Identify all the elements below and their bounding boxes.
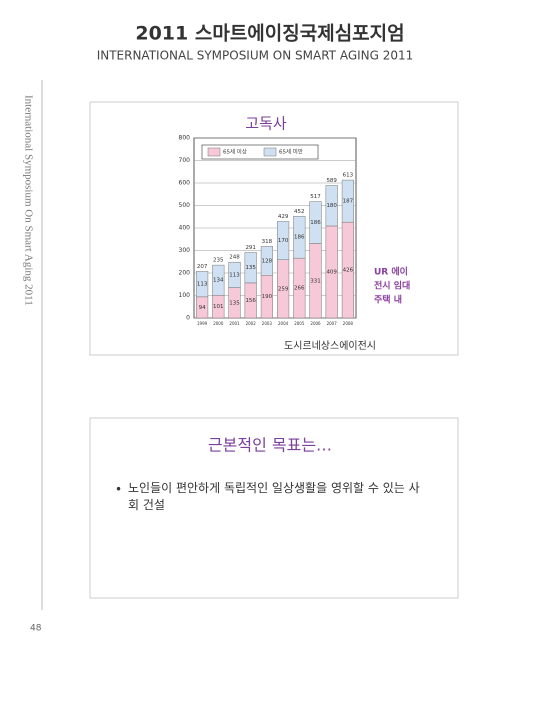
slide-frame — [89, 417, 459, 599]
data-label: 266 — [294, 286, 305, 292]
total-label: 235 — [213, 258, 224, 264]
side-note: 주택 내 — [374, 294, 402, 306]
total-label: 517 — [310, 194, 321, 200]
data-label: 134 — [213, 278, 224, 284]
x-tick-label: 2007 — [327, 321, 338, 326]
legend-swatch — [207, 147, 221, 157]
x-tick-label: 2004 — [278, 321, 289, 326]
data-label: 101 — [213, 304, 224, 310]
y-tick-label: 800 — [179, 135, 191, 142]
y-tick-label: 0 — [186, 315, 190, 322]
slide-title: 근본적인 목표는… — [208, 436, 332, 455]
side-text: International Symposium On Smart Aging 2… — [22, 95, 34, 306]
y-tick-label: 300 — [179, 247, 191, 254]
total-label: 429 — [278, 214, 289, 220]
bar-segment — [244, 252, 257, 284]
data-label: 94 — [199, 305, 206, 311]
legend-label: 65세 이상 — [223, 148, 247, 156]
y-tick-label: 100 — [179, 292, 191, 299]
y-tick-label: 700 — [179, 157, 191, 164]
y-tick-label: 600 — [179, 180, 191, 187]
bar-segment — [293, 216, 306, 259]
x-tick-label: 1999 — [197, 321, 208, 326]
page-number: 48 — [30, 624, 42, 634]
bar-segment — [309, 201, 322, 244]
total-label: 613 — [343, 173, 354, 179]
legend-box — [201, 144, 319, 160]
bullet: 노인들이 편안하게 독립적인 일상생활을 영위할 수 있는 사회 건설 — [128, 481, 420, 512]
bullet-marker: • — [115, 483, 122, 497]
header-title: 2011 스마트에이징국제심포지엄 — [135, 23, 404, 45]
x-tick-label: 2001 — [229, 321, 240, 326]
y-tick-label: 500 — [179, 202, 191, 209]
data-label: 170 — [278, 238, 289, 244]
x-tick-label: 2005 — [294, 321, 305, 326]
data-label: 113 — [229, 272, 240, 278]
data-label: 190 — [262, 294, 273, 300]
data-label: 409 — [326, 269, 337, 275]
x-tick-label: 2008 — [343, 321, 354, 326]
data-label: 259 — [278, 286, 289, 292]
side-note: 전시 임대 — [374, 280, 410, 292]
total-label: 248 — [229, 255, 240, 261]
x-tick-label: 2002 — [246, 321, 257, 326]
bar-segment — [196, 271, 209, 298]
data-label: 186 — [294, 235, 305, 241]
data-label: 186 — [310, 220, 321, 226]
bar-segment — [212, 264, 225, 296]
y-tick-label: 200 — [179, 270, 191, 277]
bar-segment — [277, 221, 290, 260]
data-label: 156 — [245, 298, 256, 304]
caption: 도시르네상스에이전시 — [284, 340, 376, 352]
total-label: 207 — [197, 264, 208, 270]
legend-label: 65세 미만 — [279, 148, 303, 156]
data-label: 187 — [343, 199, 354, 205]
data-label: 331 — [310, 278, 321, 284]
header-subtitle: INTERNATIONAL SYMPOSIUM ON SMART AGING 2… — [97, 49, 414, 63]
data-label: 180 — [326, 203, 337, 209]
x-tick-label: 2003 — [262, 321, 273, 326]
slide-title: 고독사 — [245, 115, 287, 133]
y-tick-label: 400 — [179, 225, 191, 232]
bullet-box: 노인들이 편안하게 독립적인 일상생활을 영위할 수 있는 사회 건설 — [128, 481, 420, 512]
x-tick-label: 2000 — [213, 321, 224, 326]
total-label: 452 — [294, 209, 305, 215]
total-label: 318 — [262, 239, 273, 245]
bar-segment — [325, 185, 338, 227]
side-note: UR 에이 — [374, 266, 408, 278]
total-label: 291 — [245, 245, 256, 251]
legend-swatch — [263, 147, 277, 157]
x-tick-label: 2006 — [310, 321, 321, 326]
data-label: 426 — [343, 268, 354, 274]
total-label: 589 — [326, 178, 337, 184]
bar-segment — [260, 246, 273, 276]
bar-segment — [341, 179, 354, 223]
data-label: 135 — [229, 300, 240, 306]
data-label: 113 — [197, 282, 208, 288]
bar-segment — [228, 261, 241, 288]
data-label: 128 — [262, 258, 273, 264]
data-label: 135 — [245, 265, 256, 271]
